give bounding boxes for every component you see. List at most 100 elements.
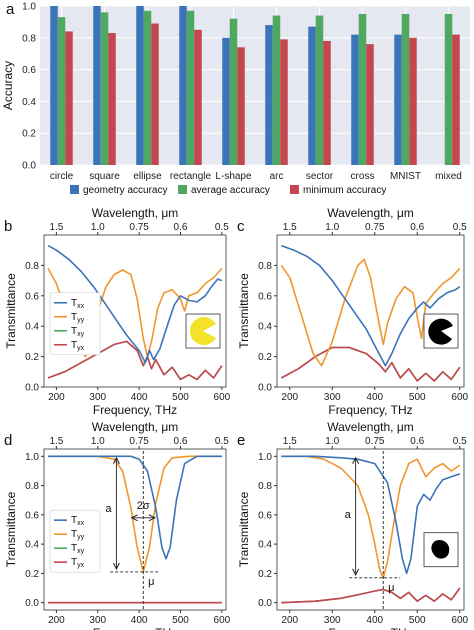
legend-label: Tyy [71, 312, 85, 324]
legend-label: geometry accuracy [83, 185, 167, 196]
legend-label: Txx [71, 515, 85, 527]
annotation-a: a [345, 509, 352, 521]
legend-label: minimum accuracy [303, 185, 386, 196]
x-tick-label: arc [270, 171, 284, 182]
y-tick-label: 0.0 [22, 161, 36, 172]
top-tick-label: 1.0 [325, 436, 339, 447]
x-tick-label: 400 [366, 392, 383, 403]
pacman-shape [189, 317, 216, 346]
annotation-two-sigma: 2σ [137, 500, 150, 512]
y-axis-label: Transmittance [4, 491, 18, 567]
top-tick-label: 0.6 [174, 436, 188, 447]
bar [65, 31, 73, 165]
top-tick-label: 1.0 [325, 222, 339, 233]
y-tick-label: 0.2 [258, 352, 272, 363]
x-axis-label: Frequency, THz [328, 626, 412, 630]
x-tick-label: 500 [172, 392, 189, 403]
top-tick-label: 0.6 [410, 436, 424, 447]
panel-a-chart: 0.0 0.2 0.4 0.6 0.8 1.0 circle square ellipse rec… [1, 2, 470, 196]
x-tick-label: 200 [48, 392, 65, 403]
bar [452, 34, 460, 166]
y-tick-label: 0.4 [258, 322, 272, 333]
y-tick-label: 0.4 [25, 540, 39, 551]
legend-label: Tyy [71, 529, 85, 541]
x-tick-label: 300 [324, 392, 341, 403]
panel-label-d: d [4, 432, 12, 449]
plot-frame [276, 448, 465, 611]
bar [394, 34, 402, 166]
x-tick-label: MNIST [390, 171, 421, 182]
panel-label-a: a [6, 1, 15, 18]
y-tick-label: 0.4 [258, 540, 272, 551]
y-axis-label: Transmittance [237, 491, 251, 567]
legend-label: Tyx [71, 340, 85, 352]
bar [151, 23, 159, 165]
top-axis-label: Wavelength, μm [327, 420, 414, 434]
bar [409, 37, 417, 165]
series-line-tyy [281, 455, 461, 579]
top-tick-label: 0.75 [365, 222, 385, 233]
y-tick-label: 0.2 [25, 352, 39, 363]
bar [401, 13, 410, 166]
pacman-shape [428, 318, 453, 345]
top-tick-label: 1.5 [283, 222, 297, 233]
bar [108, 33, 116, 165]
top-tick-label: 0.5 [215, 222, 229, 233]
x-axis-label: Frequency, THz [93, 626, 177, 630]
y-axis-label: Transmittance [237, 273, 251, 349]
arrow-head [352, 456, 360, 465]
bar [93, 6, 101, 165]
bar [351, 34, 359, 166]
bar [194, 29, 202, 165]
top-tick-label: 0.5 [215, 436, 229, 447]
top-tick-label: 1.0 [91, 436, 105, 447]
series-line-tyy [47, 267, 223, 358]
top-tick-label: 0.75 [129, 222, 149, 233]
y-tick-label: 0.0 [25, 598, 39, 609]
series-line-txx [281, 244, 461, 367]
bar [229, 18, 238, 165]
bar [50, 6, 58, 165]
bar [57, 17, 66, 165]
x-tick-label: 200 [48, 615, 65, 626]
top-axis-label: Wavelength, μm [327, 206, 414, 220]
bar [315, 15, 324, 166]
x-tick-label: 400 [131, 615, 148, 626]
bar [308, 26, 316, 166]
panel-e-chart: 200 300 400 500 600 1.5 1.0 0.75 0.6 0.5 0.0 0.2 0.4… [237, 420, 469, 630]
y-tick-label: 0.8 [25, 261, 39, 272]
x-tick-label: mixed [435, 171, 462, 182]
legend-swatch [70, 185, 79, 194]
annotation-mu: μ [388, 582, 394, 594]
x-tick-label: 500 [409, 392, 426, 403]
x-tick-label: 500 [172, 615, 189, 626]
arrow-head [352, 568, 360, 576]
bar [265, 25, 273, 165]
series-line-txx [47, 244, 223, 364]
top-tick-label: 1.0 [91, 222, 105, 233]
legend-label: average accuracy [191, 185, 270, 196]
legend-box [49, 292, 101, 356]
y-tick-label: 0.2 [25, 569, 39, 580]
y-tick-label: 0.6 [258, 291, 272, 302]
panel-d-chart: 200 300 400 500 600 1.5 1.0 0.75 0.6 0.5 0.0 0.2 0.4… [4, 420, 231, 630]
x-tick-label: cross [351, 171, 375, 182]
x-tick-label: 200 [281, 615, 298, 626]
x-tick-label: sector [306, 171, 334, 182]
y-tick-label: 0.6 [25, 291, 39, 302]
legend-swatch [290, 185, 299, 194]
top-axis-label: Wavelength, μm [92, 420, 179, 434]
y-tick-label: 0.8 [25, 481, 39, 492]
x-tick-label: rectangle [170, 171, 212, 182]
x-tick-label: 300 [89, 392, 106, 403]
y-axis-label: Accuracy [1, 61, 15, 110]
y-tick-label: 0.6 [25, 510, 39, 521]
bar [358, 13, 367, 166]
panel-label-c: c [237, 218, 245, 235]
x-tick-label: 600 [451, 392, 468, 403]
panel-c-chart: 200 300 400 500 600 1.5 1.0 0.75 0.6 0.5 0.0 0.2 0.4… [237, 206, 469, 417]
x-axis-label: Frequency, THz [93, 403, 177, 417]
x-tick-label: 600 [214, 615, 231, 626]
y-tick-label: 0.8 [258, 261, 272, 272]
